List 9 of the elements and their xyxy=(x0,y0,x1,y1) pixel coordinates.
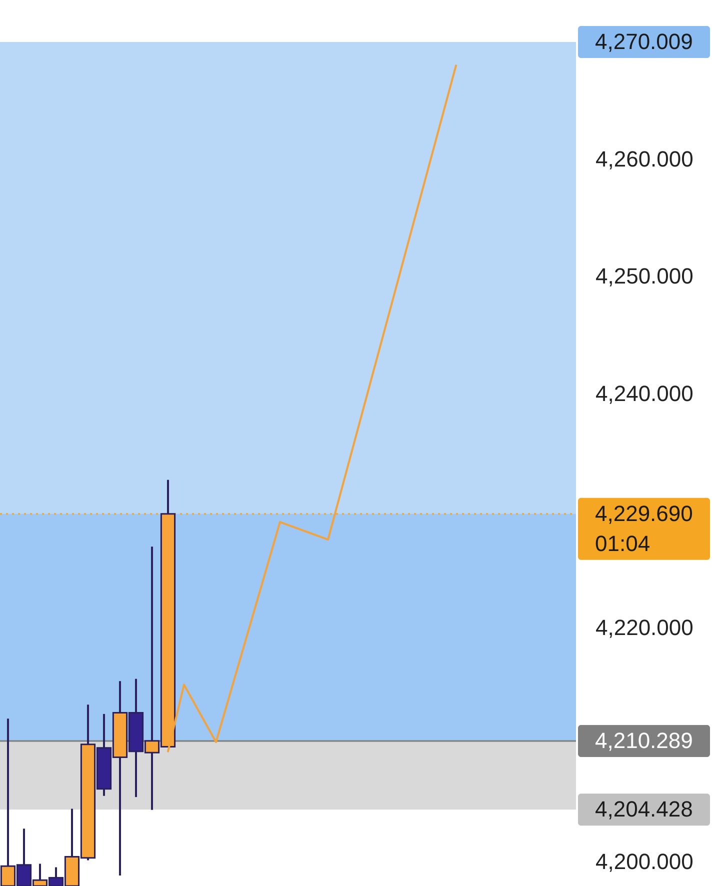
band-label: 4,270.009 xyxy=(595,29,693,54)
ref-line-label: 4,210.289 xyxy=(595,728,693,753)
y-tick-label: 4,260.000 xyxy=(596,146,694,172)
band-label: 4,204.428 xyxy=(595,796,693,822)
y-tick-label: 4,200.000 xyxy=(596,848,694,874)
y-tick-label: 4,250.000 xyxy=(596,264,694,289)
ref-line-label: 4,229.690 01:04 xyxy=(595,500,693,556)
y-tick-label: 4,240.000 xyxy=(596,380,694,406)
y-tick-label: 4,220.000 xyxy=(596,614,694,640)
